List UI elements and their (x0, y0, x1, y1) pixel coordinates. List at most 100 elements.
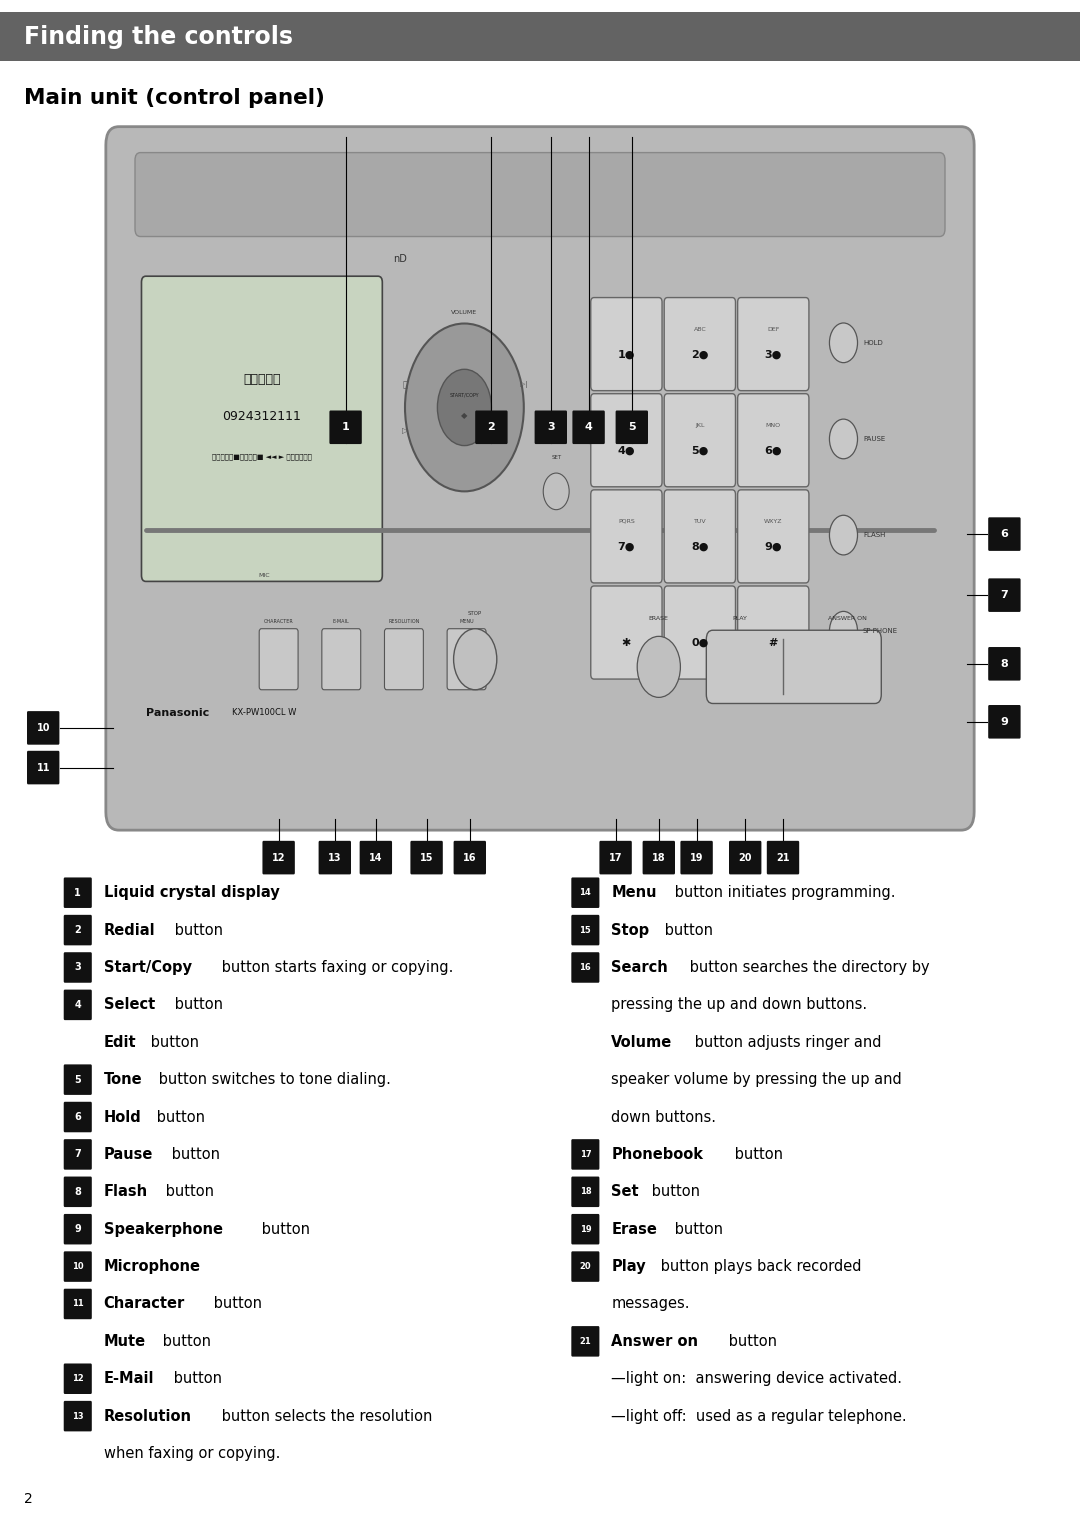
Text: 17: 17 (609, 853, 622, 862)
FancyBboxPatch shape (738, 298, 809, 391)
FancyBboxPatch shape (988, 578, 1021, 612)
FancyBboxPatch shape (571, 1326, 599, 1357)
FancyBboxPatch shape (64, 952, 92, 983)
Text: 16: 16 (580, 963, 591, 972)
Text: 11: 11 (72, 1300, 83, 1308)
Text: 20: 20 (580, 1262, 591, 1271)
Text: DEF: DEF (767, 327, 780, 331)
Text: 18: 18 (580, 1187, 591, 1196)
FancyBboxPatch shape (64, 1177, 92, 1207)
Text: EDIT: EDIT (500, 430, 515, 436)
FancyBboxPatch shape (599, 841, 632, 874)
FancyBboxPatch shape (571, 1177, 599, 1207)
FancyBboxPatch shape (64, 1102, 92, 1132)
FancyBboxPatch shape (64, 916, 92, 946)
Text: E-Mail: E-Mail (104, 1372, 154, 1386)
Text: 3●: 3● (765, 349, 782, 359)
Text: button: button (158, 1334, 211, 1349)
Text: Answer on: Answer on (611, 1334, 699, 1349)
Text: button: button (161, 1184, 214, 1199)
Text: button: button (671, 1222, 724, 1236)
FancyBboxPatch shape (64, 1215, 92, 1245)
Text: 5: 5 (75, 1074, 81, 1085)
FancyBboxPatch shape (447, 629, 486, 690)
FancyBboxPatch shape (664, 586, 735, 679)
Text: 0●: 0● (691, 638, 708, 647)
Text: 7: 7 (75, 1149, 81, 1160)
FancyBboxPatch shape (106, 127, 974, 830)
Text: SELECT: SELECT (496, 397, 519, 403)
Text: SET: SET (551, 455, 562, 461)
Text: button starts faxing or copying.: button starts faxing or copying. (217, 960, 454, 975)
Text: ANSWER ON: ANSWER ON (828, 615, 867, 621)
Text: SP·PHONE: SP·PHONE (863, 629, 899, 635)
Text: 8: 8 (1000, 659, 1009, 668)
FancyBboxPatch shape (664, 394, 735, 487)
Text: PQRS: PQRS (618, 519, 635, 523)
Text: 19: 19 (690, 853, 703, 862)
Text: 10: 10 (37, 723, 50, 732)
Text: speaker volume by pressing the up and: speaker volume by pressing the up and (611, 1073, 902, 1087)
Text: Tone: Tone (104, 1073, 143, 1087)
FancyBboxPatch shape (988, 705, 1021, 739)
Text: 4: 4 (75, 1000, 81, 1010)
Text: 14: 14 (369, 853, 382, 862)
Circle shape (829, 324, 858, 363)
FancyBboxPatch shape (64, 1364, 92, 1395)
Text: ABC: ABC (693, 327, 706, 331)
FancyBboxPatch shape (0, 12, 1080, 61)
Text: #: # (769, 638, 778, 647)
Text: Play: Play (611, 1259, 646, 1274)
FancyBboxPatch shape (571, 1215, 599, 1245)
Text: Volume: Volume (611, 1035, 673, 1050)
Text: button: button (647, 1184, 700, 1199)
FancyBboxPatch shape (680, 841, 713, 874)
Text: Microphone: Microphone (104, 1259, 201, 1274)
Text: MNO: MNO (766, 423, 781, 427)
FancyBboxPatch shape (988, 517, 1021, 551)
Text: 5●: 5● (691, 446, 708, 455)
Text: button: button (170, 998, 222, 1012)
Text: Liquid crystal display: Liquid crystal display (104, 885, 280, 900)
FancyBboxPatch shape (329, 410, 362, 444)
Circle shape (637, 636, 680, 697)
Text: E-MAIL: E-MAIL (333, 618, 350, 624)
Text: 19: 19 (580, 1225, 591, 1233)
FancyBboxPatch shape (141, 276, 382, 581)
Text: Erase: Erase (611, 1222, 657, 1236)
FancyBboxPatch shape (738, 490, 809, 583)
Text: Flash: Flash (104, 1184, 148, 1199)
Text: messages.: messages. (611, 1297, 690, 1311)
Text: START/COPY: START/COPY (449, 392, 480, 398)
Text: button initiates programming.: button initiates programming. (670, 885, 895, 900)
Text: TUV: TUV (693, 519, 706, 523)
Text: button: button (167, 1148, 220, 1161)
FancyBboxPatch shape (664, 490, 735, 583)
Text: 13: 13 (72, 1412, 83, 1421)
Text: 11: 11 (37, 763, 50, 772)
Text: button: button (730, 1148, 783, 1161)
FancyBboxPatch shape (591, 490, 662, 583)
Text: button: button (724, 1334, 777, 1349)
FancyBboxPatch shape (571, 952, 599, 983)
Text: 1: 1 (341, 423, 350, 432)
Text: button: button (168, 1372, 221, 1386)
FancyBboxPatch shape (664, 298, 735, 391)
Text: button selects the resolution: button selects the resolution (217, 1408, 433, 1424)
Text: Edit: Edit (104, 1035, 136, 1050)
Text: button: button (208, 1297, 261, 1311)
Text: Finding the controls: Finding the controls (24, 24, 293, 49)
Text: WXYZ: WXYZ (764, 519, 783, 523)
Text: 21: 21 (777, 853, 789, 862)
Text: ERASE: ERASE (649, 615, 669, 621)
Text: 3: 3 (75, 963, 81, 972)
Text: 7: 7 (1000, 591, 1009, 600)
FancyBboxPatch shape (591, 298, 662, 391)
Text: 21: 21 (580, 1337, 591, 1346)
Text: Menu: Menu (611, 885, 657, 900)
FancyBboxPatch shape (706, 630, 881, 703)
Text: 4●: 4● (618, 446, 635, 455)
Text: —light on:  answering device activated.: —light on: answering device activated. (611, 1372, 902, 1386)
Text: 2: 2 (75, 925, 81, 935)
Text: button switches to tone dialing.: button switches to tone dialing. (153, 1073, 390, 1087)
